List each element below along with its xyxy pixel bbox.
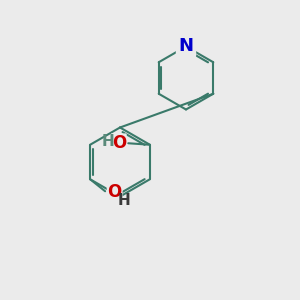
Text: O: O: [107, 183, 122, 201]
Text: O: O: [112, 134, 126, 152]
Text: N: N: [178, 38, 194, 56]
Text: H: H: [118, 193, 130, 208]
Text: H: H: [102, 134, 115, 149]
